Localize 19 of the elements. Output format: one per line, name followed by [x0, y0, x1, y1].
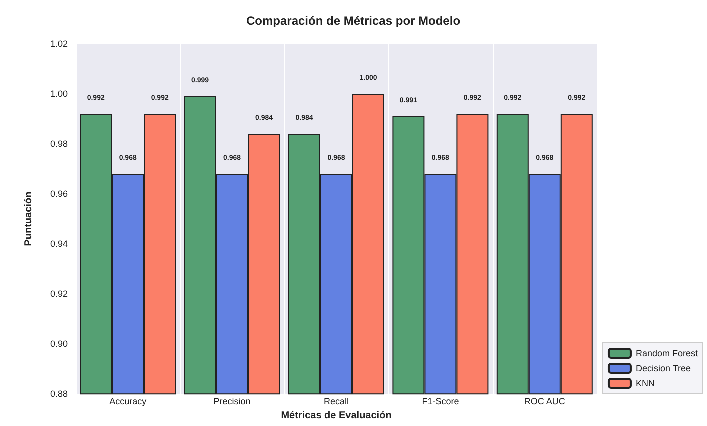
x-tick-label: Recall [324, 396, 350, 407]
x-tick-label: ROC AUC [524, 396, 566, 407]
y-tick-label: 0.94 [50, 239, 68, 250]
x-tick-label: Accuracy [110, 396, 148, 407]
y-tick-label: 0.98 [50, 139, 68, 150]
y-axis-title: Puntuación [24, 192, 34, 246]
legend-label: Decision Tree [636, 364, 692, 374]
y-tick-label: 0.90 [50, 339, 68, 350]
y-tick-label: 0.96 [50, 189, 68, 200]
legend-label: KNN [636, 378, 655, 388]
y-tick-label: 1.00 [50, 89, 68, 100]
y-tick-label: 0.92 [50, 289, 68, 300]
x-axis-title: Métricas de Evaluación [281, 410, 392, 422]
x-tick-label: F1-Score [422, 396, 460, 407]
legend-label: Random Forest [636, 348, 698, 358]
chart-title: Comparación de Métricas por Modelo [246, 14, 461, 28]
y-tick-label: 1.02 [50, 39, 68, 49]
x-tick-label: Precision [214, 396, 251, 407]
y-tick-label: 0.88 [50, 389, 68, 400]
